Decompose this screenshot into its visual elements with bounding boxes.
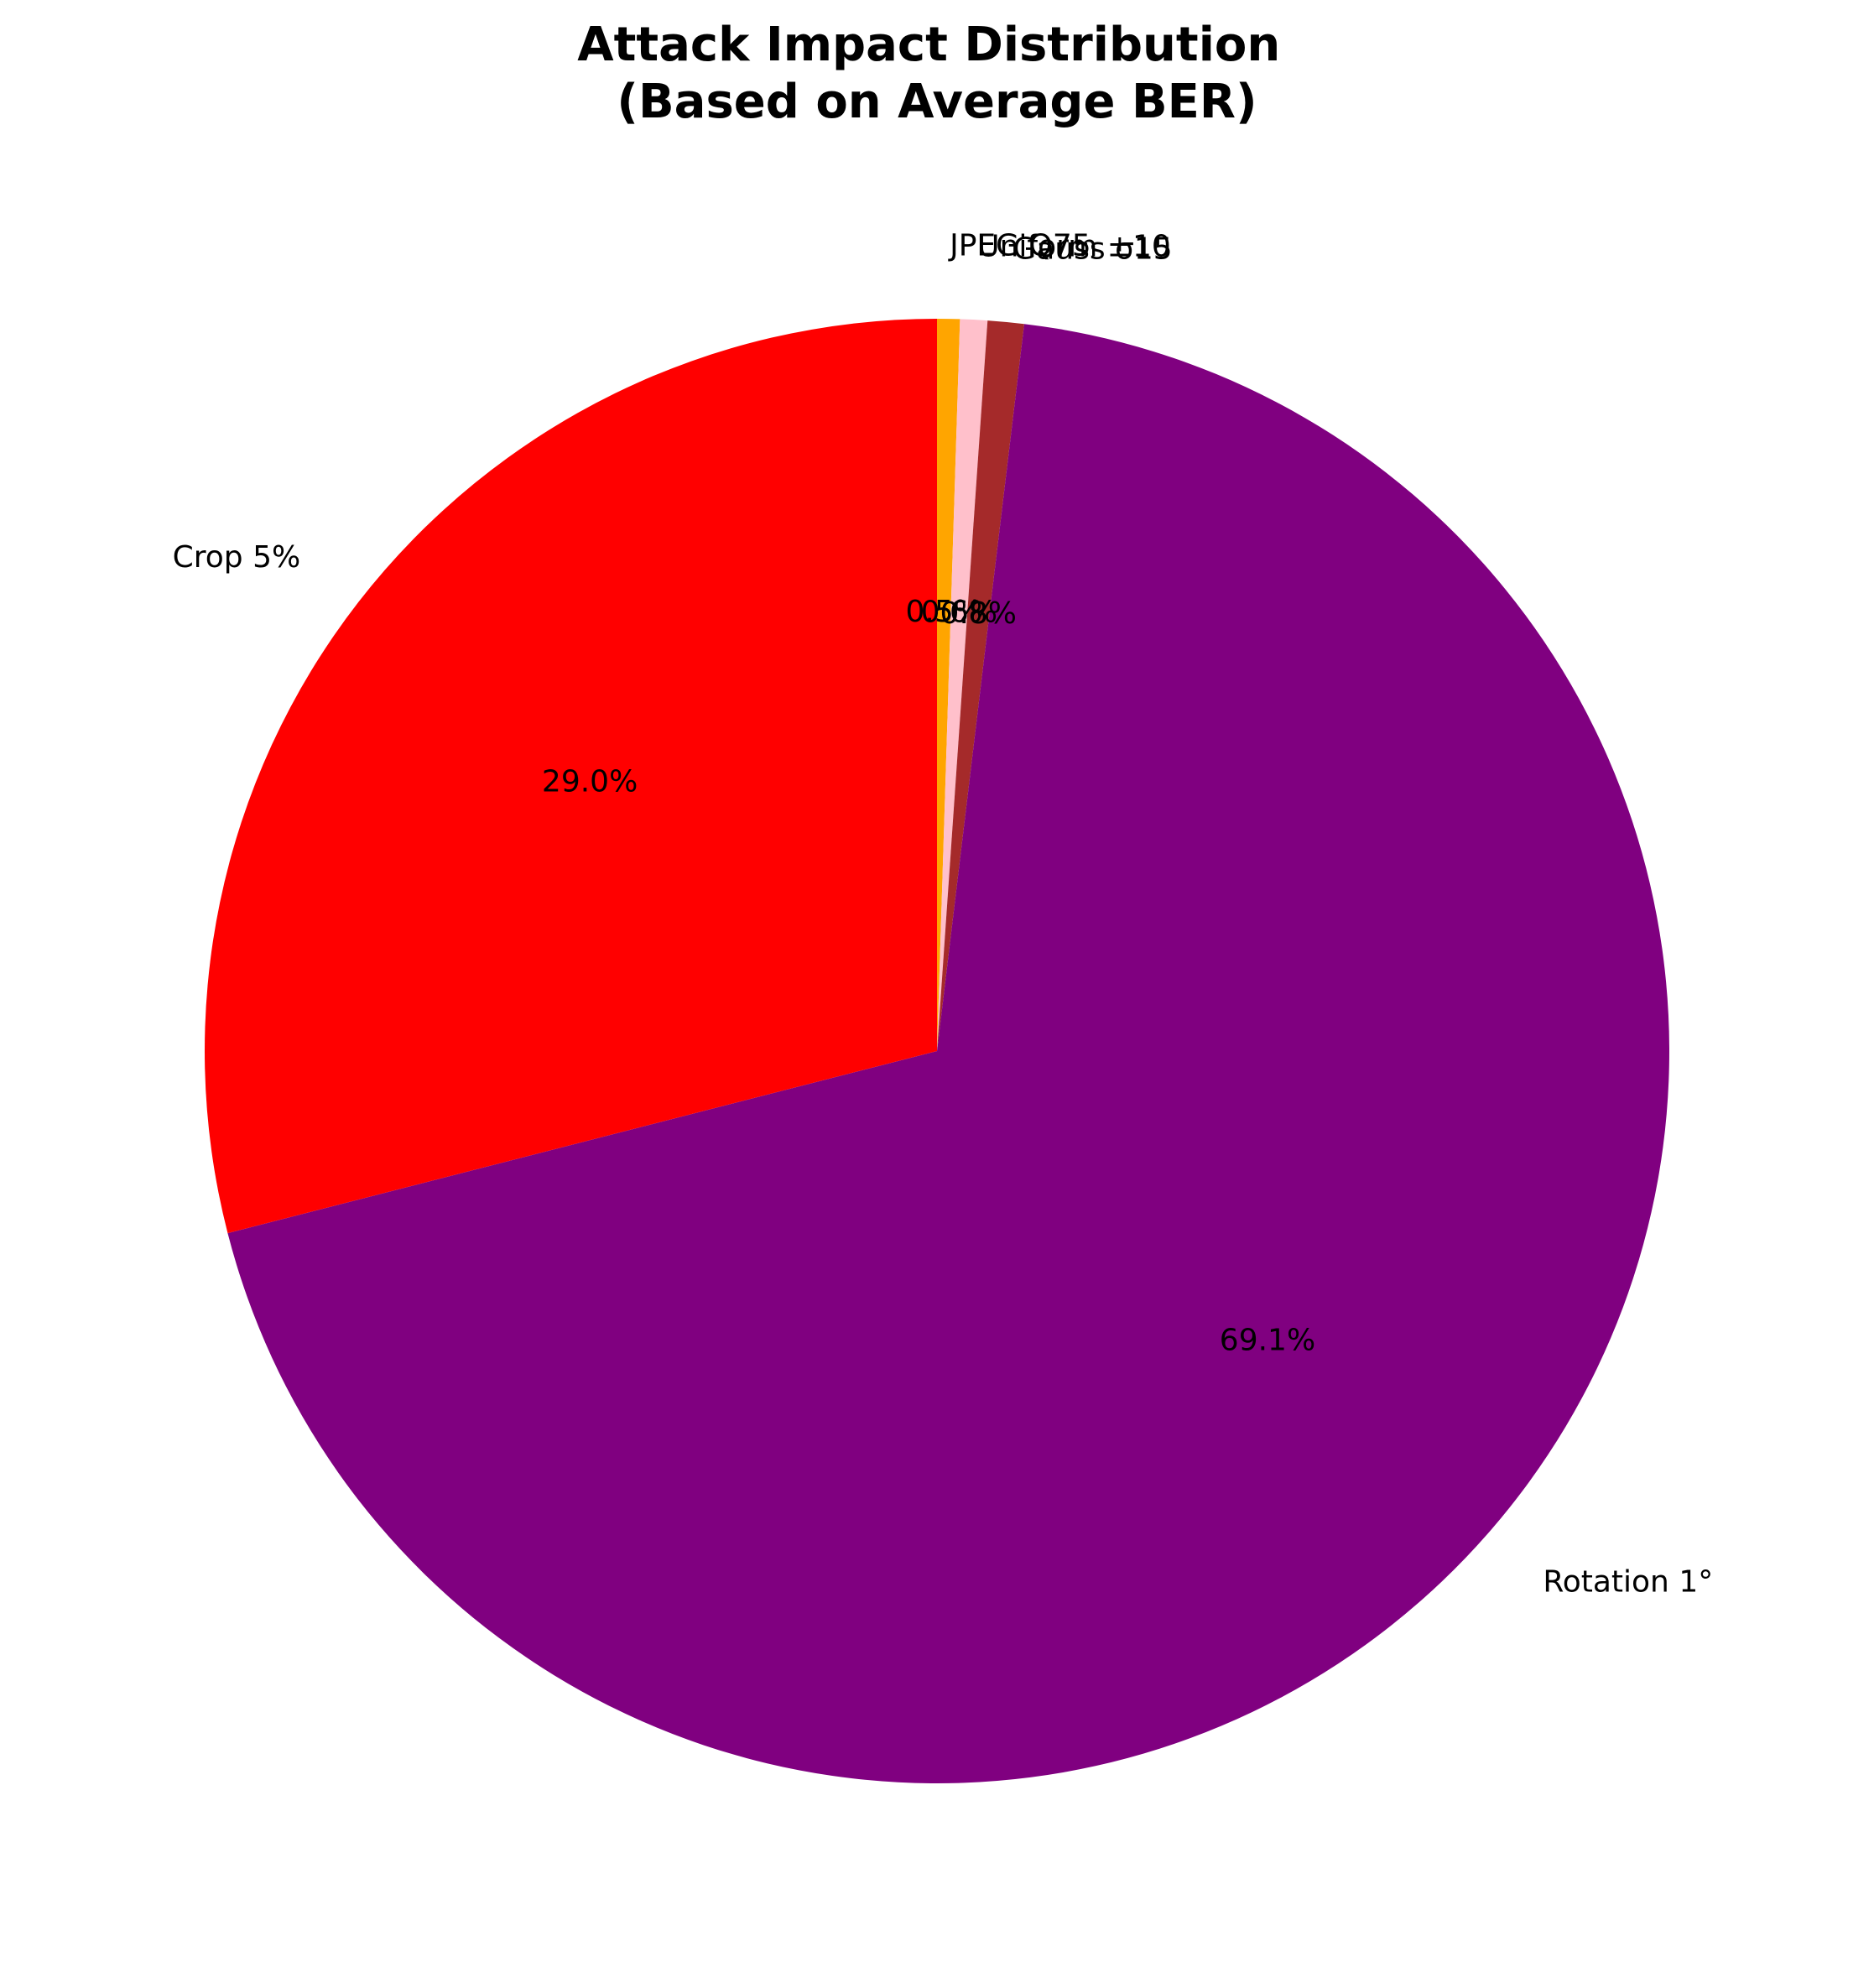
pie-slice-4 [204, 319, 938, 1234]
pie-slice-label-2: Gauss σ15 [1012, 232, 1172, 266]
pie-slice-pct-3: 69.1% [1220, 1324, 1315, 1358]
pie-slice-0 [937, 319, 960, 1051]
pie-labels: JPEG Q75 0.5% Uniform ±10 0.6% Gauss σ15 0.8%… [173, 228, 1714, 1599]
pie-slice-pct-4: 29.0% [542, 764, 638, 799]
pie-slice-pct-2: 0.8% [940, 596, 1017, 631]
chart-title-line-1: Attack Impact Distribution [577, 18, 1280, 72]
pie-slice-1 [937, 319, 988, 1051]
pie-slices [204, 319, 1670, 1783]
chart-title-line-2: (Based on Average BER) [617, 75, 1257, 129]
pie-slice-pct-0: 0.5% [905, 595, 981, 629]
chart-title: Attack Impact Distribution (Based on Ave… [577, 18, 1296, 129]
pie-slice-2 [937, 320, 1024, 1051]
pie-slice-pct-1: 0.6% [921, 595, 997, 629]
pie-slice-label-0: JPEG Q75 [948, 228, 1091, 263]
pie-slice-label-3: Rotation 1° [1543, 1564, 1713, 1599]
pie-slice-label-1: Uniform ±10 [977, 229, 1171, 263]
pie-slice-3 [227, 324, 1670, 1783]
pie-slice-label-4: Crop 5% [173, 540, 301, 575]
